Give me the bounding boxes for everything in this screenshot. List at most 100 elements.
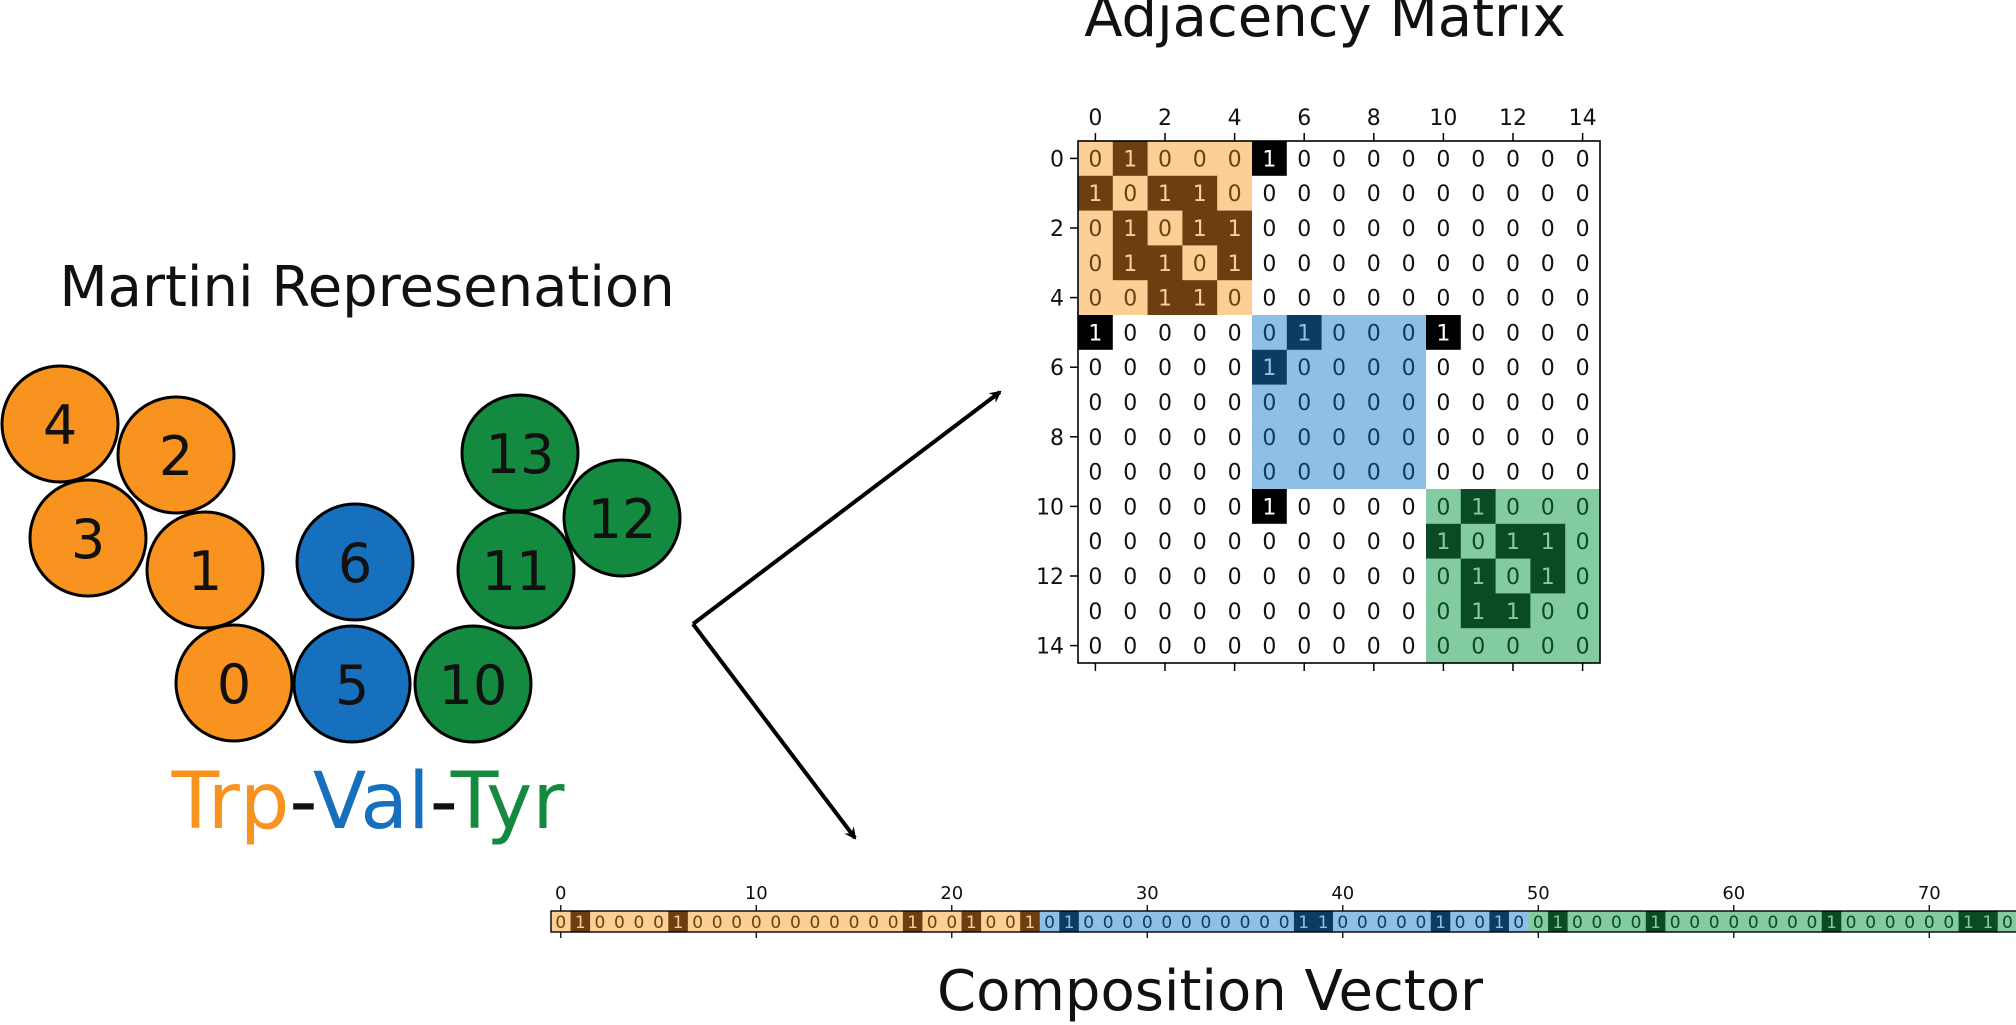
matrix-cell-9-0 — [1078, 454, 1114, 490]
matrix-value-2-13: 0 — [1541, 217, 1555, 242]
vector-cell-71 — [1939, 911, 1960, 932]
matrix-value-11-0: 0 — [1088, 530, 1102, 555]
matrix-value-10-4: 0 — [1228, 495, 1242, 520]
matrix-cell-11-4 — [1217, 523, 1253, 560]
matrix-value-13-0: 0 — [1088, 600, 1102, 625]
matrix-cell-12-12 — [1495, 558, 1531, 594]
matrix-value-5-3: 0 — [1193, 321, 1207, 346]
matrix-cell-8-5 — [1252, 419, 1288, 455]
matrix-cell-5-3 — [1182, 315, 1218, 351]
matrix-value-9-2: 0 — [1158, 461, 1172, 486]
vector-cell-2 — [590, 911, 611, 932]
matrix-value-10-3: 0 — [1193, 495, 1207, 520]
matrix-cell-5-9 — [1391, 315, 1427, 351]
matrix-value-11-6: 0 — [1297, 530, 1311, 555]
vector-cell-44 — [1411, 911, 1432, 932]
matrix-cell-9-7 — [1321, 454, 1357, 490]
matrix-value-11-13: 1 — [1541, 530, 1555, 555]
matrix-value-3-5: 0 — [1262, 252, 1276, 277]
matrix-cell-1-4 — [1217, 175, 1253, 212]
matrix-cell-4-5 — [1252, 280, 1288, 316]
matrix-value-2-11: 0 — [1471, 217, 1485, 242]
matrix-value-14-5: 0 — [1262, 635, 1276, 660]
vector-cell-22 — [981, 911, 1002, 932]
matrix-cell-4-7 — [1321, 280, 1357, 316]
matrix-cell-14-0 — [1078, 628, 1114, 664]
matrix-cell-0-10 — [1426, 141, 1462, 177]
vector-cell-45 — [1430, 911, 1451, 932]
matrix-value-6-8: 0 — [1367, 356, 1381, 381]
matrix-value-7-8: 0 — [1367, 391, 1381, 416]
vector-value-4: 0 — [634, 913, 645, 933]
matrix-cell-1-10 — [1426, 175, 1462, 212]
vector-cell-53 — [1587, 911, 1608, 932]
matrix-cell-6-2 — [1147, 349, 1183, 386]
vector-value-5: 0 — [653, 913, 664, 933]
arrow-to-vector — [691, 622, 857, 840]
matrix-cell-9-6 — [1286, 454, 1323, 490]
matrix-cell-3-9 — [1391, 245, 1427, 281]
bead-circle — [0, 364, 120, 484]
matrix-value-13-14: 0 — [1576, 600, 1590, 625]
vector-value-59: 0 — [1709, 913, 1720, 933]
matrix-value-10-0: 0 — [1088, 495, 1102, 520]
matrix-value-4-4: 0 — [1228, 287, 1242, 312]
matrix-cell-6-3 — [1182, 349, 1218, 386]
vector-value-48: 1 — [1494, 913, 1505, 933]
matrix-value-0-4: 0 — [1228, 147, 1242, 172]
vector-tick-label: 50 — [1527, 883, 1550, 904]
arrows — [691, 390, 1002, 840]
vector-cell-14 — [824, 911, 845, 932]
matrix-cell-14-3 — [1182, 628, 1218, 664]
matrix-cell-2-3 — [1182, 210, 1218, 246]
matrix-value-0-10: 0 — [1436, 147, 1450, 172]
matrix-value-2-3: 1 — [1193, 217, 1207, 242]
matrix-cell-5-13 — [1530, 315, 1566, 351]
bead-circle — [116, 395, 236, 515]
matrix-value-10-10: 0 — [1436, 495, 1450, 520]
matrix-value-14-9: 0 — [1402, 635, 1416, 660]
adjacency-matrix: 0 1 0 0 0 1 0 0 0 0 0 0 0 0 01 0 1 1 0 0 0 0 0 0 0 0 0 0 00 1 0 1 1 0 0 0 0 0… — [1036, 106, 1601, 671]
matrix-cell-2-10 — [1426, 210, 1462, 246]
matrix-value-9-3: 0 — [1193, 461, 1207, 486]
matrix-cell-7-3 — [1182, 384, 1218, 420]
matrix-value-13-7: 0 — [1332, 600, 1346, 625]
matrix-top-tick-label: 8 — [1367, 106, 1381, 131]
vector-cell-73 — [1978, 911, 1999, 932]
matrix-value-5-7: 0 — [1332, 321, 1346, 346]
matrix-cell-9-12 — [1495, 454, 1531, 490]
matrix-cell-0-4 — [1217, 141, 1253, 177]
matrix-cell-7-6 — [1286, 384, 1323, 420]
matrix-cell-8-10 — [1426, 419, 1462, 455]
matrix-cell-7-12 — [1495, 384, 1531, 420]
matrix-value-14-10: 0 — [1436, 635, 1450, 660]
peptide-part-0: Trp — [171, 757, 290, 847]
bead-label: 12 — [588, 488, 657, 551]
matrix-cell-7-14 — [1565, 384, 1601, 420]
matrix-value-13-12: 1 — [1506, 600, 1520, 625]
matrix-cell-10-1 — [1112, 489, 1149, 525]
matrix-value-8-12: 0 — [1506, 426, 1520, 451]
matrix-value-5-1: 0 — [1123, 321, 1137, 346]
vector-cell-3 — [609, 911, 630, 932]
matrix-cell-9-3 — [1182, 454, 1218, 490]
matrix-cell-4-14 — [1565, 280, 1601, 316]
matrix-value-3-6: 0 — [1297, 252, 1311, 277]
bead-circle — [456, 510, 576, 630]
matrix-value-13-5: 0 — [1262, 600, 1276, 625]
matrix-cell-9-9 — [1391, 454, 1427, 490]
matrix-cell-9-1 — [1112, 454, 1149, 490]
matrix-cell-12-14 — [1565, 558, 1601, 594]
bead-6: 6 — [295, 502, 415, 622]
matrix-cell-14-9 — [1391, 628, 1427, 664]
matrix-value-9-11: 0 — [1471, 461, 1485, 486]
matrix-cell-4-0 — [1078, 280, 1114, 316]
matrix-cell-9-14 — [1565, 454, 1601, 490]
matrix-value-2-7: 0 — [1332, 217, 1346, 242]
vector-value-0: 0 — [555, 913, 566, 933]
vector-value-57: 0 — [1670, 913, 1681, 933]
matrix-cell-13-1 — [1112, 593, 1149, 629]
matrix-value-14-8: 0 — [1367, 635, 1381, 660]
matrix-cell-2-12 — [1495, 210, 1531, 246]
matrix-value-14-14: 0 — [1576, 635, 1590, 660]
